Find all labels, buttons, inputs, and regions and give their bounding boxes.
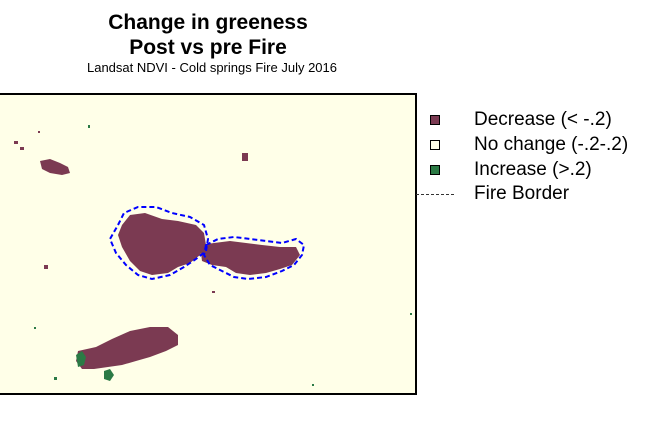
fire-border-west xyxy=(108,206,210,281)
decrease-patch-small-6 xyxy=(38,131,40,133)
increase-patch-small-2 xyxy=(54,377,57,380)
decrease-patch-small-2 xyxy=(14,141,18,144)
map-title-line-1: Change in greeness xyxy=(108,11,308,34)
increase-patch-small-1 xyxy=(88,125,90,128)
legend-swatch-decrease xyxy=(430,115,440,125)
increase-patch-lower-1 xyxy=(76,351,86,367)
legend-line-fire-border xyxy=(416,194,454,195)
fire-border-east xyxy=(202,235,306,281)
decrease-patch-small-5 xyxy=(212,291,215,293)
map-subtitle: Landsat NDVI - Cold springs Fire July 20… xyxy=(86,60,337,75)
legend-label-decrease: Decrease (< -.2) xyxy=(474,109,612,130)
decrease-patch-small-3 xyxy=(20,147,24,150)
decrease-patch-small-4 xyxy=(44,265,48,269)
decrease-patch-west xyxy=(40,159,70,175)
decrease-patch-small-1 xyxy=(242,153,248,161)
increase-patch-small-4 xyxy=(34,327,36,329)
burn-scar-upper-west xyxy=(118,213,206,275)
legend-label-fire-border: Fire Border xyxy=(474,183,570,204)
increase-patch-lower-2 xyxy=(104,369,114,381)
burn-scar-upper-east xyxy=(200,241,300,275)
legend-swatch-no-change xyxy=(430,140,440,150)
legend-label-increase: Increase (>.2) xyxy=(474,159,592,180)
legend-label-no-change: No change (-.2-.2) xyxy=(474,134,629,155)
map-title-line-2: Post vs pre Fire xyxy=(129,36,287,59)
legend-swatch-increase xyxy=(430,165,440,175)
increase-patch-small-5 xyxy=(410,313,412,315)
map-canvas xyxy=(14,125,412,386)
increase-patch-small-3 xyxy=(312,384,314,386)
burn-scar-lower xyxy=(76,327,178,369)
ndvi-change-map xyxy=(0,93,417,395)
